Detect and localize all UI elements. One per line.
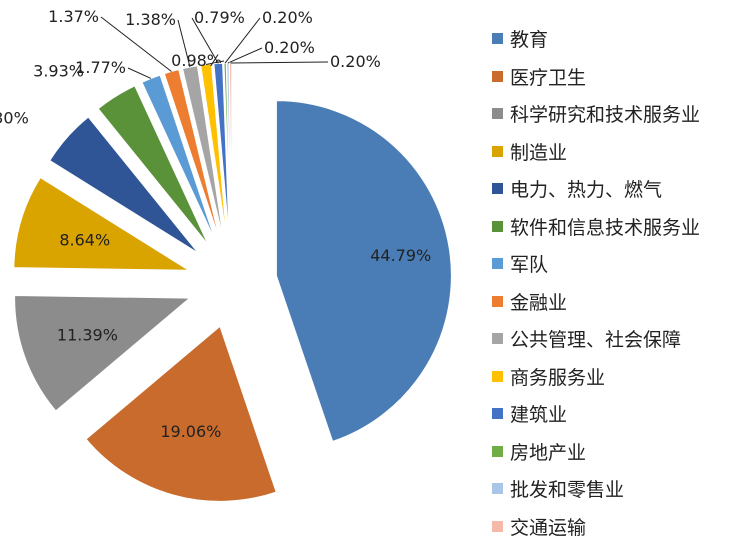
legend-swatch xyxy=(492,70,503,82)
legend-label: 批发和零售业 xyxy=(510,479,625,502)
legend-label: 软件和信息技术服务业 xyxy=(510,216,701,239)
legend-swatch xyxy=(492,445,503,457)
legend-item: 教育 xyxy=(492,20,700,58)
legend-swatch xyxy=(492,370,503,382)
legend-swatch xyxy=(492,295,503,307)
leader-line xyxy=(205,60,225,66)
leader-line xyxy=(224,17,261,64)
pie-slice xyxy=(14,294,191,412)
data-label: 0.79% xyxy=(194,8,245,27)
legend-label: 科学研究和技术服务业 xyxy=(510,104,701,127)
legend-swatch xyxy=(492,183,503,195)
legend-label: 金融业 xyxy=(510,291,568,314)
data-label: 8.64% xyxy=(59,231,110,250)
data-label: 0.98% xyxy=(171,51,222,70)
legend-item: 房地产业 xyxy=(492,433,700,471)
data-label: 1.77% xyxy=(75,58,126,77)
leader-line xyxy=(230,61,329,64)
data-label: 0.20% xyxy=(262,8,313,27)
data-label: 11.39% xyxy=(57,326,118,345)
leader-line xyxy=(191,17,219,64)
data-label: 19.06% xyxy=(160,422,221,441)
legend-item: 制造业 xyxy=(492,133,700,171)
legend-item: 金融业 xyxy=(492,283,700,321)
data-label: 5.30% xyxy=(0,108,29,127)
legend-item: 公共管理、社会保障 xyxy=(492,320,700,358)
leader-line xyxy=(127,67,152,79)
legend-swatch xyxy=(492,520,503,532)
legend-label: 教育 xyxy=(510,29,549,52)
legend-item: 电力、热力、燃气 xyxy=(492,170,700,208)
legend-swatch xyxy=(492,483,503,495)
pie-slice xyxy=(163,68,221,240)
legend-item: 商务服务业 xyxy=(492,358,700,396)
legend-item: 军队 xyxy=(492,245,700,283)
legend-swatch xyxy=(492,108,503,120)
leader-line xyxy=(177,19,191,68)
legend-swatch xyxy=(492,333,503,345)
legend-label: 商务服务业 xyxy=(510,366,606,389)
data-label: 0.20% xyxy=(264,38,315,57)
pie-slice xyxy=(85,325,277,502)
legend: 教育医疗卫生科学研究和技术服务业 制造业电力、热力、燃气软件和信息技术服务业 军队金… xyxy=(492,20,700,545)
legend-swatch xyxy=(492,258,503,270)
legend-item: 建筑业 xyxy=(492,395,700,433)
data-label: 0.20% xyxy=(330,52,381,71)
data-label: 1.38% xyxy=(125,10,176,29)
legend-label: 电力、热力、燃气 xyxy=(510,179,663,202)
legend-swatch xyxy=(492,220,503,232)
legend-label: 医疗卫生 xyxy=(510,66,587,89)
pie-slice xyxy=(275,100,452,443)
legend-swatch xyxy=(492,145,503,157)
pie-slice xyxy=(213,62,230,239)
legend-item: 交通运输 xyxy=(492,508,700,546)
legend-item: 软件和信息技术服务业 xyxy=(492,208,700,246)
data-label: 3.93% xyxy=(33,62,84,81)
legend-label: 房地产业 xyxy=(510,441,587,464)
legend-label: 公共管理、社会保障 xyxy=(510,329,682,352)
legend-label: 军队 xyxy=(510,254,549,277)
pie-slice xyxy=(97,85,209,246)
pie-slice xyxy=(13,176,191,271)
pie-slice xyxy=(49,116,199,254)
data-label: 44.79% xyxy=(370,246,431,265)
legend-swatch xyxy=(492,33,503,45)
legend-item: 批发和零售业 xyxy=(492,470,700,508)
legend-label: 建筑业 xyxy=(510,404,568,427)
legend-label: 交通运输 xyxy=(510,516,587,539)
legend-label: 制造业 xyxy=(510,141,568,164)
leader-line xyxy=(227,47,263,64)
leader-line xyxy=(100,16,172,72)
legend-swatch xyxy=(492,408,503,420)
legend-item: 科学研究和技术服务业 xyxy=(492,95,700,133)
data-label: 1.37% xyxy=(48,7,99,26)
legend-item: 医疗卫生 xyxy=(492,58,700,96)
